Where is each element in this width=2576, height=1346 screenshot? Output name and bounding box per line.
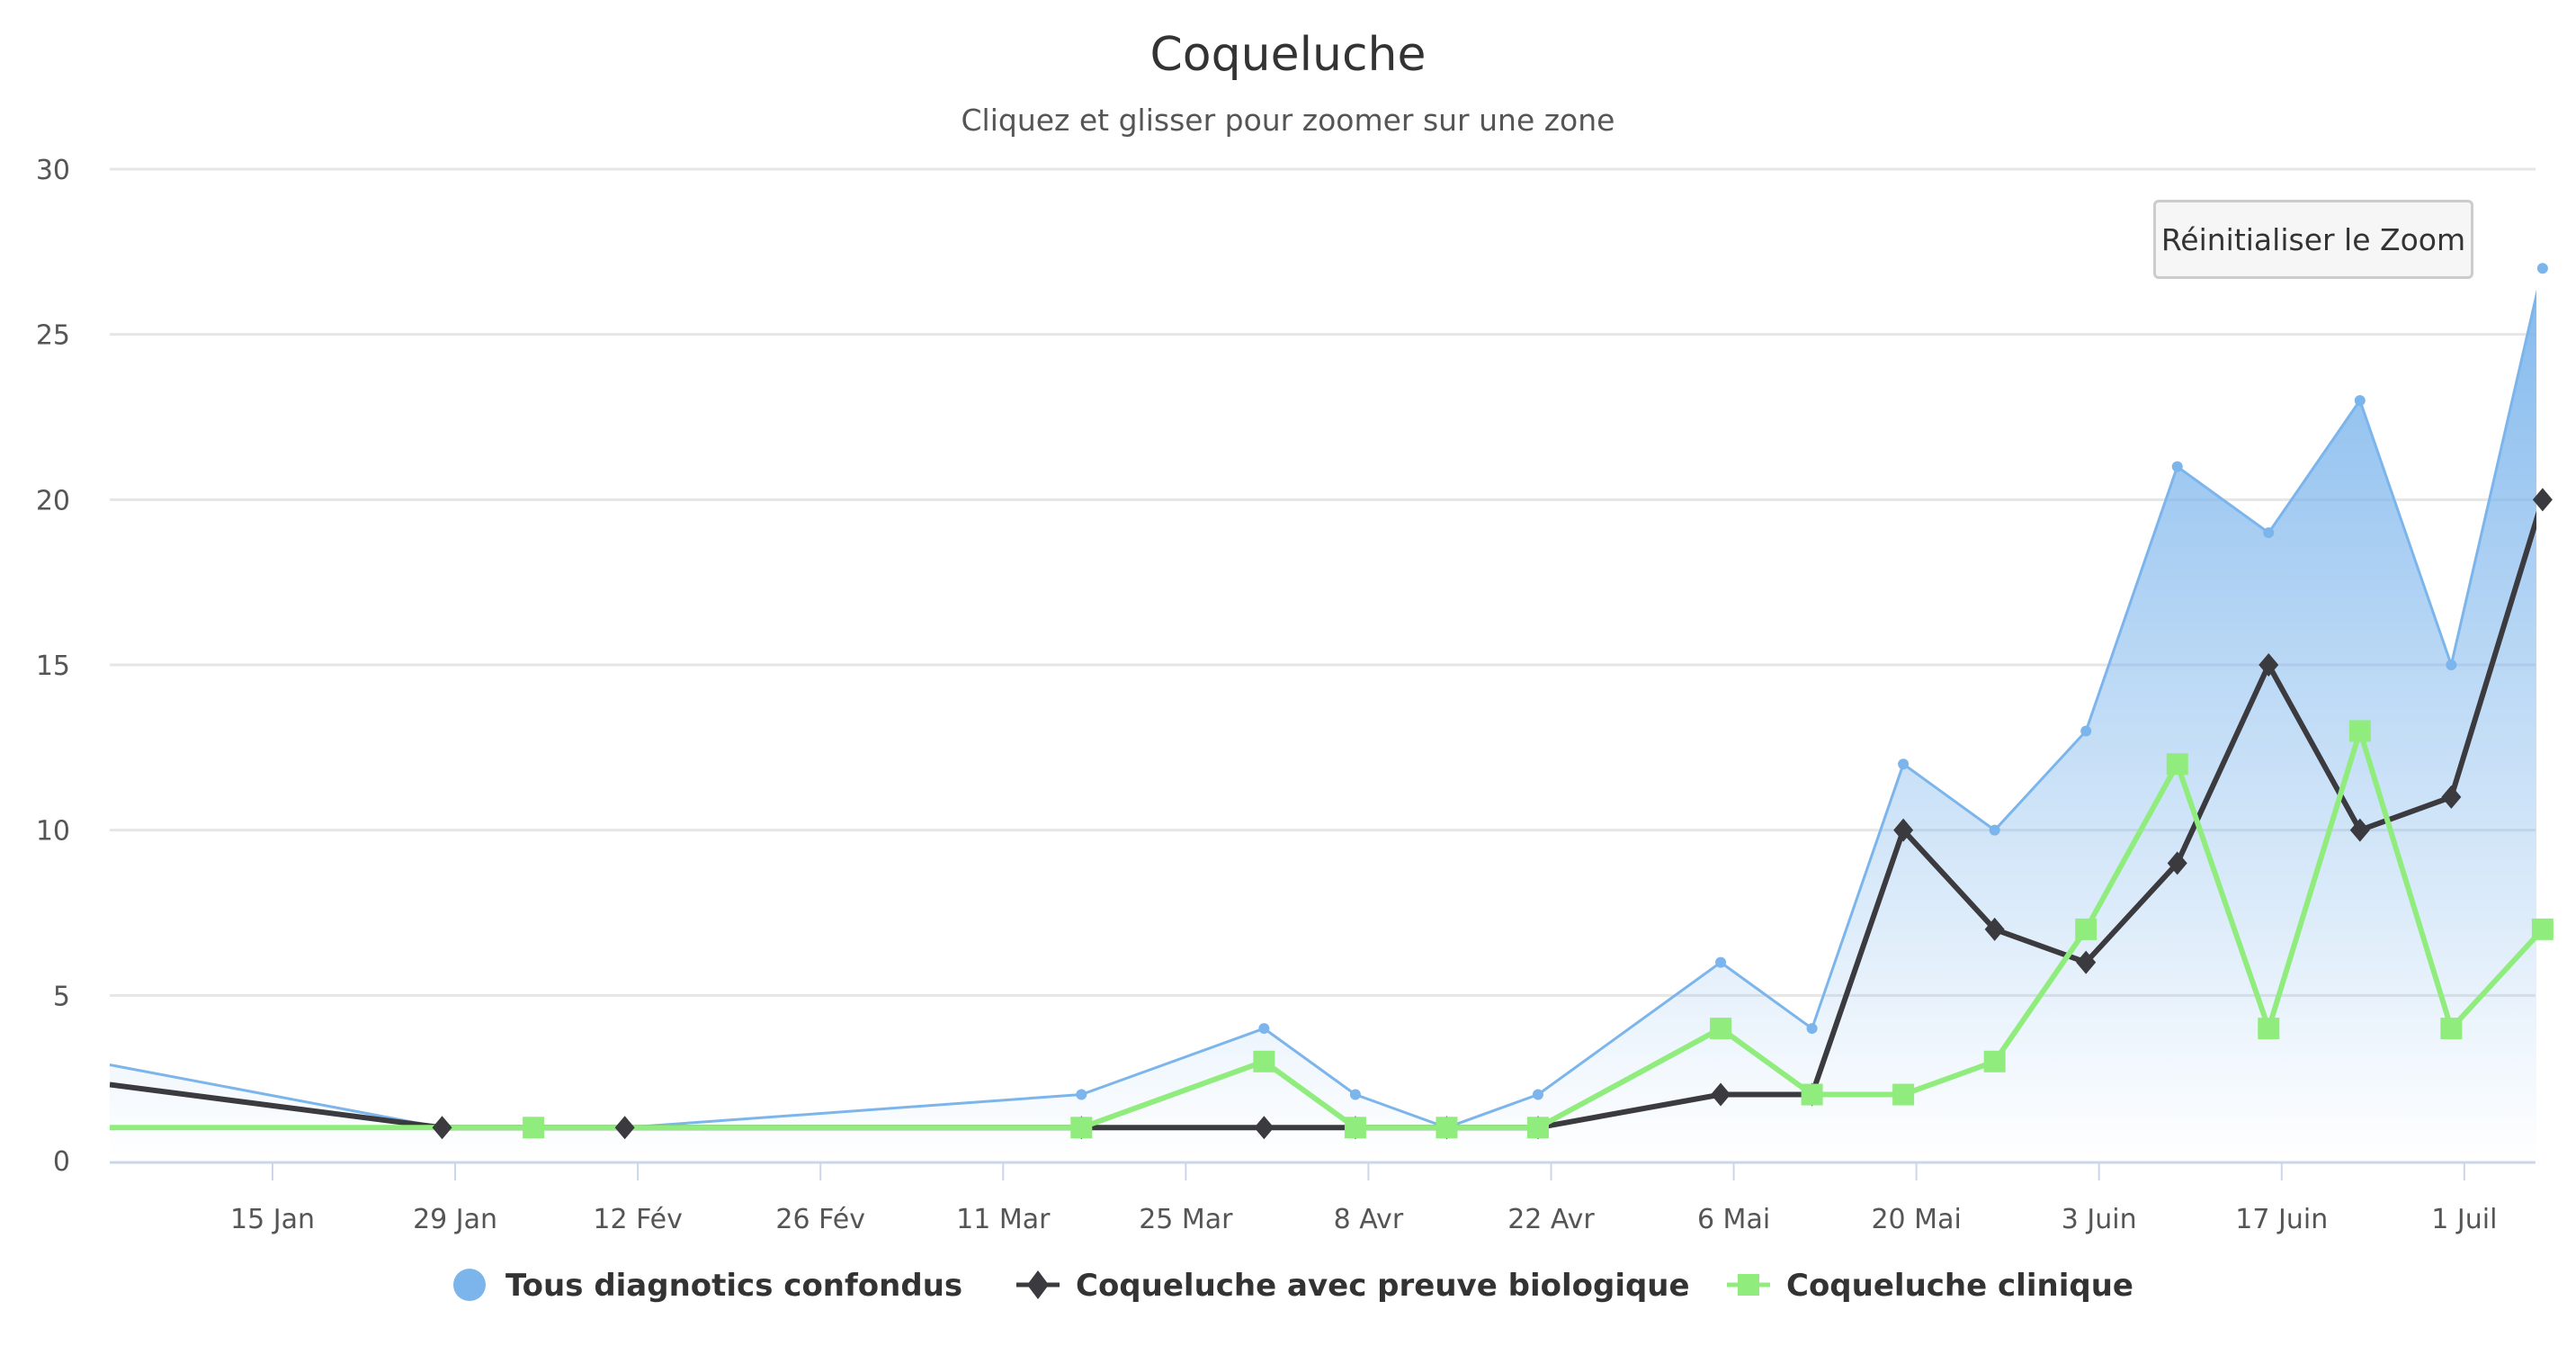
marker-all-diagnostics[interactable] (1258, 1023, 1270, 1035)
legend-label: Coqueluche clinique (1786, 1268, 2133, 1304)
x-tick-label: 20 Mai (1871, 1204, 1961, 1235)
y-tick-label: 25 (36, 320, 70, 352)
marker-clinical[interactable] (523, 1117, 545, 1139)
marker-biological[interactable] (1984, 917, 2005, 941)
y-tick-label: 5 (53, 981, 70, 1012)
marker-clinical[interactable] (2166, 753, 2188, 776)
x-tick-label: 22 Avr (1507, 1204, 1595, 1235)
square-line-icon (1727, 1274, 1770, 1296)
chart-title: Coqueluche (1149, 28, 1426, 82)
legend-item-biological[interactable]: Coqueluche avec preuve biologique (1016, 1268, 1690, 1304)
marker-clinical[interactable] (1526, 1117, 1549, 1139)
marker-clinical[interactable] (2075, 918, 2097, 940)
x-tick-label: 11 Mar (956, 1204, 1051, 1235)
diamond-line-icon (1016, 1270, 1060, 1299)
marker-all-diagnostics[interactable] (2354, 395, 2366, 407)
marker-all-diagnostics[interactable] (1532, 1089, 1543, 1100)
x-tick-label: 29 Jan (413, 1204, 497, 1235)
marker-all-diagnostics[interactable] (1076, 1089, 1087, 1100)
x-tick-label: 6 Mai (1697, 1204, 1770, 1235)
marker-clinical[interactable] (1801, 1083, 1823, 1106)
marker-biological[interactable] (614, 1116, 635, 1140)
x-tick-label: 12 Fév (593, 1204, 683, 1235)
legend-label: Tous diagnotics confondus (505, 1268, 962, 1304)
x-tick-label: 3 Juin (2062, 1204, 2137, 1235)
marker-all-diagnostics[interactable] (1989, 824, 2000, 836)
y-tick-label: 10 (36, 816, 70, 848)
data-point-markers[interactable] (432, 263, 2554, 1140)
marker-clinical[interactable] (2531, 918, 2554, 940)
marker-biological[interactable] (2349, 818, 2370, 842)
line-all-diagnostics (110, 289, 2536, 1129)
y-tick-label: 0 (53, 1146, 70, 1178)
plot-area[interactable] (110, 268, 2543, 1161)
marker-clinical[interactable] (2258, 1018, 2280, 1040)
x-tick-label: 15 Jan (230, 1204, 315, 1235)
marker-biological[interactable] (2441, 785, 2462, 809)
legend-item-clinical[interactable]: Coqueluche clinique (1727, 1268, 2133, 1304)
marker-all-diagnostics[interactable] (1349, 1089, 1361, 1100)
x-tick-label: 25 Mar (1139, 1204, 1233, 1235)
y-tick-label: 15 (36, 651, 70, 682)
legend-label: Coqueluche avec preuve biologique (1076, 1268, 1690, 1304)
y-tick-label: 30 (36, 155, 70, 186)
marker-biological[interactable] (1711, 1082, 1731, 1107)
marker-clinical[interactable] (1344, 1117, 1366, 1139)
y-tick-label: 20 (36, 485, 70, 516)
marker-all-diagnostics[interactable] (1898, 758, 1910, 770)
marker-biological[interactable] (2258, 653, 2279, 677)
marker-biological[interactable] (1254, 1116, 1275, 1140)
marker-clinical[interactable] (1436, 1117, 1458, 1139)
x-tick-label: 8 Avr (1334, 1204, 1404, 1235)
marker-all-diagnostics[interactable] (2263, 527, 2275, 539)
x-tick-label: 17 Juin (2235, 1204, 2328, 1235)
y-axis-labels: 0 5 10 15 20 25 30 (36, 155, 70, 1178)
marker-clinical[interactable] (1253, 1050, 1275, 1072)
marker-biological[interactable] (2076, 950, 2097, 974)
marker-clinical[interactable] (1070, 1117, 1093, 1139)
marker-clinical[interactable] (2440, 1018, 2463, 1040)
marker-all-diagnostics[interactable] (1715, 956, 1727, 968)
x-tick-label: 1 Juil (2431, 1204, 2497, 1235)
marker-biological[interactable] (1893, 818, 1914, 842)
marker-all-diagnostics[interactable] (2171, 461, 2183, 472)
marker-biological[interactable] (2167, 851, 2187, 875)
marker-clinical[interactable] (1710, 1018, 1732, 1040)
marker-biological[interactable] (2532, 488, 2553, 512)
x-tick-label: 26 Fév (775, 1204, 865, 1235)
marker-all-diagnostics[interactable] (2080, 725, 2092, 737)
legend-item-all-diagnostics[interactable]: Tous diagnotics confondus (453, 1268, 962, 1304)
marker-biological[interactable] (432, 1116, 452, 1140)
chart-subtitle: Cliquez et glisser pour zoomer sur une z… (962, 103, 1615, 138)
marker-all-diagnostics[interactable] (1806, 1023, 1818, 1035)
marker-clinical[interactable] (1983, 1050, 2006, 1072)
x-axis: 15 Jan 29 Jan 12 Fév 26 Fév 11 Mar 25 Mar 8 Av… (110, 1161, 2536, 1235)
circle-marker-icon (453, 1269, 486, 1301)
area-fill-all-diagnostics (110, 295, 2536, 1161)
reset-zoom-button[interactable]: Réinitialiser le Zoom (2153, 200, 2473, 279)
marker-all-diagnostics[interactable] (2536, 263, 2548, 274)
marker-clinical[interactable] (2348, 720, 2371, 742)
legend[interactable]: Tous diagnotics confondus Coqueluche ave… (453, 1268, 2133, 1304)
marker-all-diagnostics[interactable] (2446, 660, 2457, 670)
marker-clinical[interactable] (1892, 1083, 1915, 1106)
